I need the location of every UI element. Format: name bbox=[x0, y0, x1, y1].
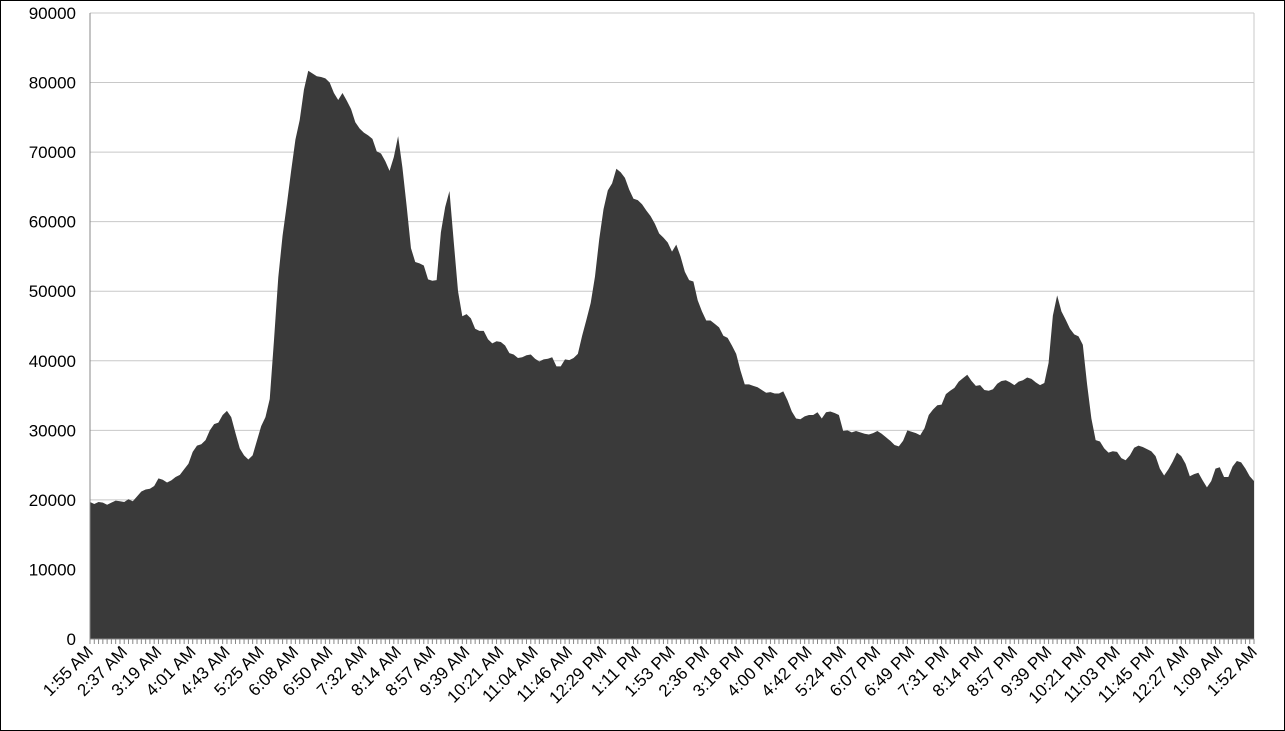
area-series-fill bbox=[90, 70, 1254, 640]
y-tick-label: 0 bbox=[67, 630, 76, 649]
y-tick-label: 40000 bbox=[29, 352, 76, 371]
y-axis-tick-labels: 0 10000 20000 30000 40000 50000 60000 70000 8000… bbox=[29, 4, 76, 649]
y-tick-label: 20000 bbox=[29, 491, 76, 510]
axes bbox=[89, 13, 1255, 644]
y-tick-label: 80000 bbox=[29, 74, 76, 93]
y-tick-label: 90000 bbox=[29, 4, 76, 23]
y-tick-label: 10000 bbox=[29, 560, 76, 579]
x-axis-tick-labels: 1:55 AM2:37 AM3:19 AM4:01 AM4:43 AM5:25 … bbox=[39, 642, 1261, 707]
y-tick-label: 60000 bbox=[29, 213, 76, 232]
area-series bbox=[90, 70, 1254, 640]
y-tick-label: 70000 bbox=[29, 143, 76, 162]
y-tick-label: 30000 bbox=[29, 421, 76, 440]
y-tick-label: 50000 bbox=[29, 282, 76, 301]
